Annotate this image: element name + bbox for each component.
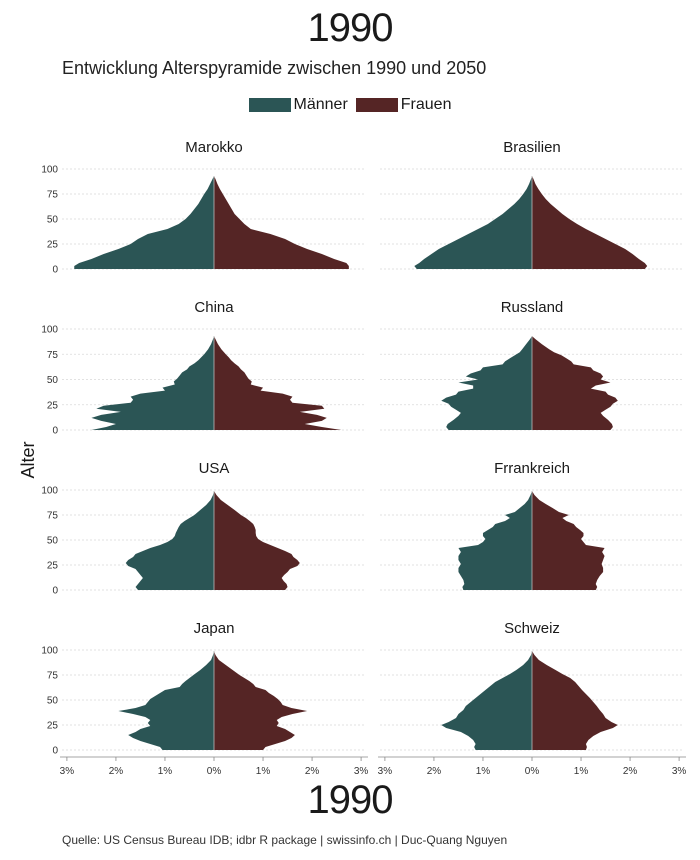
panel-usa: 0 25 50 75 100 USA bbox=[41, 460, 366, 597]
y-tick-label: 100 bbox=[41, 165, 58, 176]
chart-source: Quelle: US Census Bureau IDB; idbr R pac… bbox=[62, 833, 508, 847]
legend-label-men: Männer bbox=[293, 96, 348, 113]
y-tick-label: 75 bbox=[47, 350, 59, 361]
y-tick-label: 25 bbox=[47, 400, 59, 411]
men-area bbox=[441, 651, 532, 750]
panel-frrankreich: Frrankreich bbox=[380, 460, 684, 591]
x-tick-label: 1% bbox=[158, 766, 173, 777]
y-tick-label: 100 bbox=[41, 325, 58, 336]
y-tick-label: 50 bbox=[47, 375, 59, 386]
panel-marokko: 0 25 50 75 100 Marokko bbox=[41, 139, 366, 276]
men-area bbox=[414, 176, 532, 269]
panel-title: Marokko bbox=[185, 139, 243, 156]
men-area bbox=[118, 651, 214, 750]
women-area bbox=[214, 176, 349, 269]
legend-item-men: Männer bbox=[248, 96, 348, 114]
panel-japan: 0 25 50 75 100 Japan 3% 2% 1% 0% 1% 2% 3% bbox=[41, 620, 368, 777]
panel-schweiz: Schweiz 3% 2% 1% 0% 1% 2% 3% bbox=[378, 620, 687, 777]
legend-swatch-men bbox=[248, 98, 291, 112]
panel-title: Russland bbox=[501, 299, 564, 316]
x-tick-label: 3% bbox=[354, 766, 369, 777]
panel-title: Schweiz bbox=[504, 620, 560, 637]
panel-china: 0 25 50 75 100 China bbox=[41, 299, 366, 437]
panel-title: China bbox=[194, 299, 234, 316]
panel-brasilien: Brasilien bbox=[380, 139, 684, 270]
men-area bbox=[91, 336, 214, 430]
x-tick-label: 2% bbox=[109, 766, 124, 777]
y-tick-label: 100 bbox=[41, 486, 58, 497]
panel-title: Japan bbox=[194, 620, 235, 637]
x-tick-label: 2% bbox=[623, 766, 638, 777]
men-area bbox=[441, 336, 532, 430]
y-tick-label: 50 bbox=[47, 215, 59, 226]
legend-label-women: Frauen bbox=[400, 96, 452, 113]
y-tick-label: 0 bbox=[52, 426, 58, 437]
women-area bbox=[532, 491, 605, 590]
legend-swatch-women bbox=[355, 98, 398, 112]
legend-item-women: Frauen bbox=[355, 96, 452, 114]
y-tick-label: 100 bbox=[41, 646, 58, 657]
y-tick-label: 75 bbox=[47, 190, 59, 201]
x-tick-label: 1% bbox=[574, 766, 589, 777]
x-tick-label: 0% bbox=[207, 766, 222, 777]
y-tick-label: 0 bbox=[52, 746, 58, 757]
y-tick-label: 0 bbox=[52, 265, 58, 276]
y-tick-label: 0 bbox=[52, 586, 58, 597]
men-area bbox=[458, 491, 532, 590]
x-tick-label: 0% bbox=[525, 766, 540, 777]
women-area bbox=[214, 651, 308, 750]
y-tick-label: 25 bbox=[47, 721, 59, 732]
x-tick-label: 2% bbox=[305, 766, 320, 777]
chart-title: 1990 bbox=[307, 6, 394, 50]
y-tick-label: 50 bbox=[47, 696, 59, 707]
women-area bbox=[214, 491, 300, 590]
legend: Männer Frauen bbox=[0, 96, 700, 114]
y-tick-label: 50 bbox=[47, 536, 59, 547]
women-area bbox=[532, 176, 648, 269]
x-tick-label: 3% bbox=[672, 766, 687, 777]
y-tick-label: 25 bbox=[47, 561, 59, 572]
chart-year-label: 1990 bbox=[307, 778, 394, 822]
y-tick-label: 75 bbox=[47, 671, 59, 682]
x-tick-label: 2% bbox=[427, 766, 442, 777]
panel-title: USA bbox=[199, 460, 230, 477]
panel-title: Frrankreich bbox=[494, 460, 570, 477]
x-tick-label: 1% bbox=[476, 766, 491, 777]
women-area bbox=[532, 651, 618, 750]
y-tick-label: 25 bbox=[47, 240, 59, 251]
panel-russland: Russland bbox=[380, 299, 684, 431]
x-tick-label: 3% bbox=[378, 766, 393, 777]
x-tick-label: 1% bbox=[256, 766, 271, 777]
chart-subtitle: Entwicklung Alterspyramide zwischen 1990… bbox=[62, 58, 487, 78]
women-area bbox=[214, 336, 342, 430]
panel-title: Brasilien bbox=[503, 139, 561, 156]
women-area bbox=[532, 336, 618, 430]
men-area bbox=[125, 491, 214, 590]
y-tick-label: 75 bbox=[47, 511, 59, 522]
y-axis-label: Alter bbox=[18, 441, 38, 478]
men-area bbox=[74, 176, 215, 269]
x-tick-label: 3% bbox=[60, 766, 75, 777]
